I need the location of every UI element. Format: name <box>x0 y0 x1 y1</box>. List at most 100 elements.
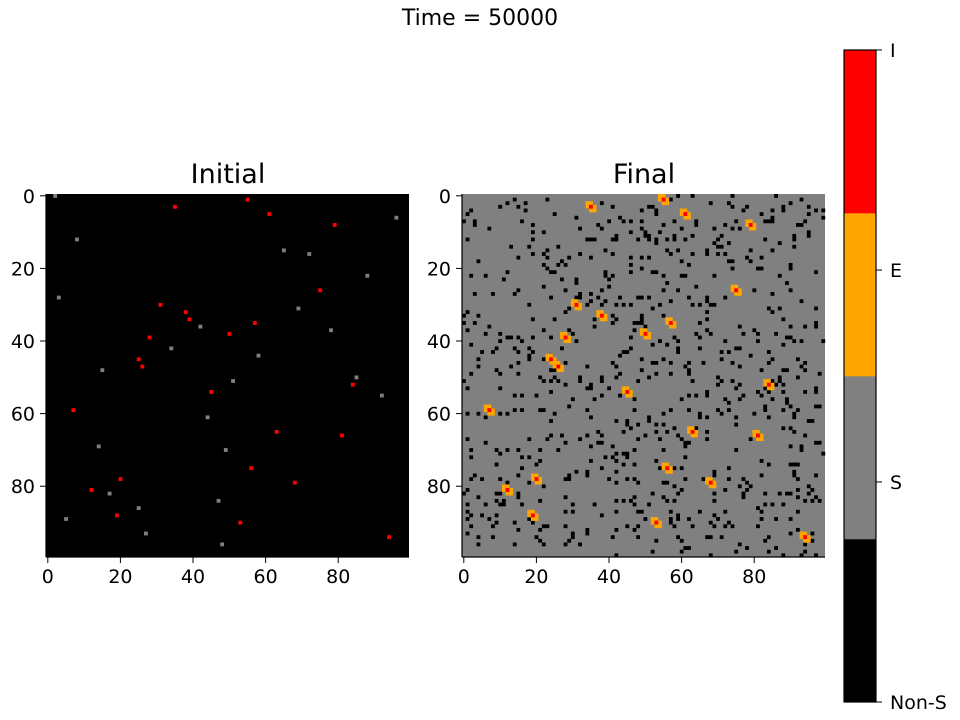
heatmap-cell <box>810 538 815 543</box>
heatmap-cell <box>730 288 735 293</box>
heatmap-cell <box>803 498 808 503</box>
heatmap-cell <box>538 458 543 463</box>
heatmap-cell <box>574 299 579 304</box>
heatmap-cell <box>814 386 818 391</box>
final-title: Final <box>613 159 675 190</box>
heatmap-cell <box>647 204 651 209</box>
heatmap-cell <box>672 321 677 325</box>
heatmap-background <box>462 194 825 557</box>
heatmap-cell <box>810 488 815 492</box>
heatmap-cell <box>792 473 797 478</box>
heatmap-cell <box>567 473 572 478</box>
heatmap-cell <box>719 233 724 238</box>
heatmap-cell <box>795 527 800 532</box>
heatmap-cell <box>799 364 804 369</box>
heatmap-cell <box>512 408 517 412</box>
heatmap-cell <box>545 357 550 362</box>
heatmap-cell <box>136 506 141 511</box>
heatmap-cell <box>781 317 786 322</box>
heatmap-cell <box>472 219 477 224</box>
initial-axes: 0 20 40 60 80 0 20 40 60 80 <box>11 186 409 588</box>
heatmap-cell <box>318 288 323 293</box>
heatmap-cell <box>552 364 557 369</box>
heatmap-cell <box>578 295 582 300</box>
heatmap-cell <box>498 331 503 336</box>
heatmap-cell <box>726 408 731 412</box>
heatmap-cell <box>661 422 666 427</box>
heatmap-cell <box>574 306 579 311</box>
heatmap-cell <box>781 426 786 431</box>
heatmap-cell <box>752 433 757 438</box>
heatmap-cell <box>549 357 553 362</box>
heatmap-cell <box>592 208 597 213</box>
heatmap-cell <box>719 411 724 416</box>
heatmap-cell <box>803 390 808 394</box>
heatmap-cell <box>759 437 764 442</box>
heatmap-cell <box>556 368 561 373</box>
heatmap-cell <box>639 313 644 318</box>
heatmap-cell <box>792 233 797 238</box>
heatmap-cell <box>610 252 615 256</box>
heatmap-cell <box>676 517 680 521</box>
heatmap-cell <box>661 357 666 362</box>
heatmap-cell <box>730 360 735 365</box>
heatmap-cell <box>639 208 644 213</box>
heatmap-cell <box>661 411 666 416</box>
heatmap-cell <box>770 292 775 296</box>
heatmap-cell <box>676 339 680 344</box>
heatmap-cell <box>668 509 673 514</box>
heatmap-cell <box>759 433 764 438</box>
heatmap-cell <box>469 524 474 529</box>
heatmap-cell <box>697 411 702 416</box>
heatmap-cell <box>687 212 691 216</box>
heatmap-cell <box>516 255 521 260</box>
heatmap-cell <box>785 368 789 373</box>
heatmap-cell <box>469 513 474 518</box>
heatmap-cell <box>625 477 630 481</box>
colorbar: Non-S S E I <box>843 40 947 714</box>
heatmap-cell <box>538 448 543 452</box>
heatmap-cell <box>654 360 659 365</box>
heatmap-cell <box>585 531 590 536</box>
heatmap-cell <box>621 451 626 456</box>
heatmap-cell <box>639 226 644 231</box>
heatmap-cell <box>683 440 688 445</box>
heatmap-cell <box>516 288 521 293</box>
heatmap-cell <box>574 215 579 220</box>
heatmap-cell <box>748 226 753 231</box>
heatmap-cell <box>654 429 659 434</box>
heatmap-cell <box>803 542 808 547</box>
heatmap-cell <box>567 477 572 481</box>
heatmap-cell <box>158 302 163 307</box>
final-heatmap <box>462 194 826 558</box>
heatmap-cell <box>625 393 630 398</box>
heatmap-cell <box>650 204 655 209</box>
heatmap-cell <box>610 444 615 449</box>
y-tick-label: 0 <box>439 186 451 208</box>
heatmap-cell <box>505 484 510 489</box>
heatmap-cell <box>788 288 793 293</box>
heatmap-cell <box>487 411 492 416</box>
heatmap-cell <box>603 248 608 253</box>
heatmap-cell <box>741 495 746 500</box>
heatmap-cell <box>712 480 717 485</box>
heatmap-cell <box>763 502 768 507</box>
heatmap-cell <box>472 292 477 296</box>
heatmap-cell <box>770 357 775 362</box>
heatmap-cell <box>567 306 572 311</box>
heatmap-cell <box>723 339 728 344</box>
heatmap-cell <box>734 386 739 391</box>
heatmap-cell <box>672 233 677 238</box>
heatmap-cell <box>763 404 768 409</box>
heatmap-cell <box>708 480 713 485</box>
heatmap-cell <box>498 371 503 376</box>
heatmap-cell <box>512 292 517 296</box>
heatmap-cell <box>658 230 662 235</box>
heatmap-cell <box>654 458 659 463</box>
final-panel: Final 0 20 40 60 80 0 20 40 60 80 <box>427 159 826 588</box>
heatmap-cell <box>527 302 532 307</box>
heatmap-cell <box>665 429 670 434</box>
heatmap-cell <box>618 353 622 358</box>
heatmap-cell <box>763 219 768 224</box>
heatmap-cell <box>505 411 510 416</box>
